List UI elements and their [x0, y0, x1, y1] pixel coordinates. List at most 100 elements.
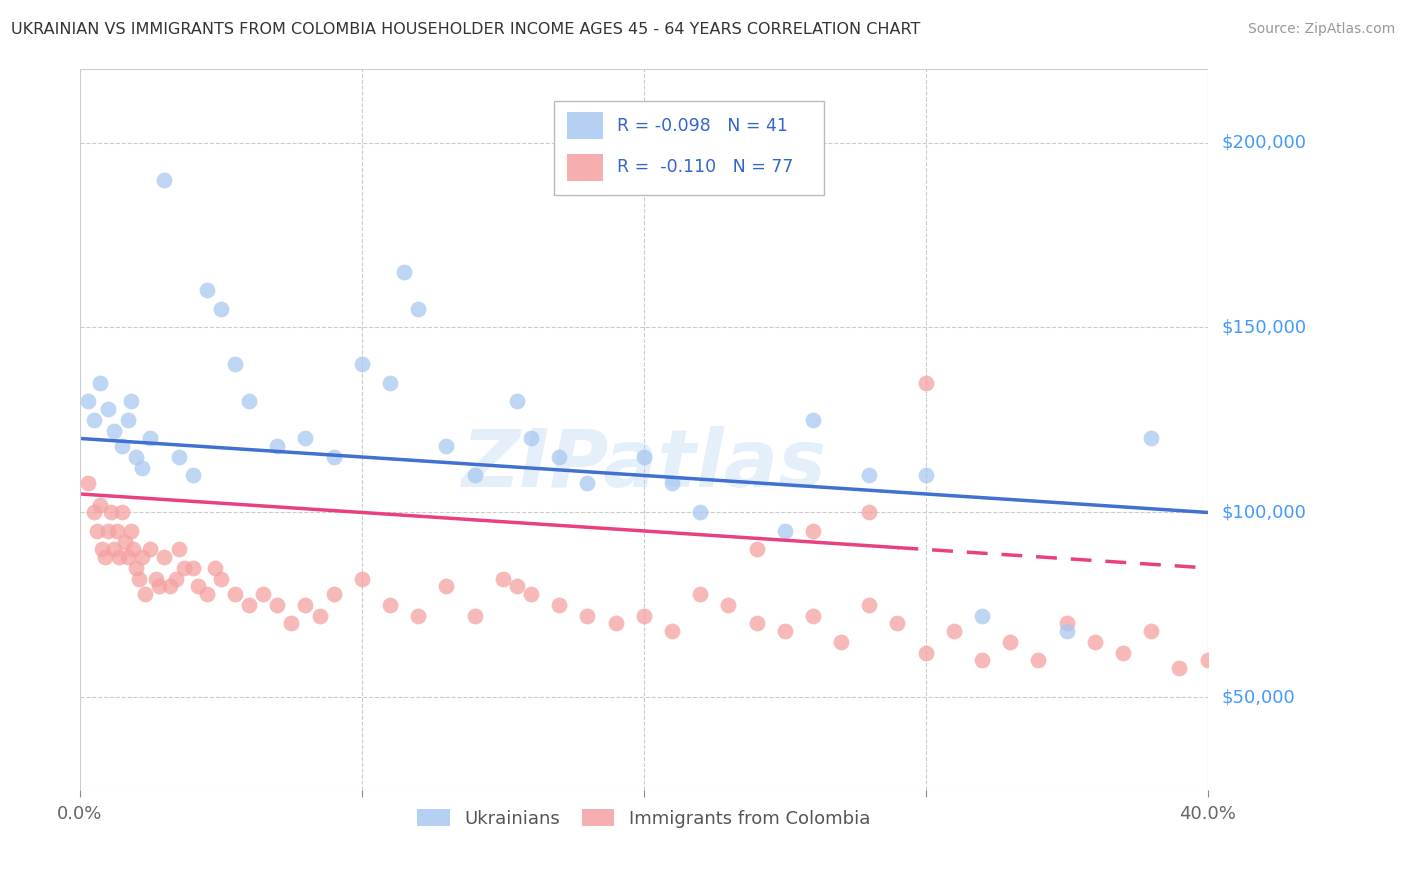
Legend: Ukrainians, Immigrants from Colombia: Ukrainians, Immigrants from Colombia — [411, 802, 877, 835]
Point — [492, 572, 515, 586]
Point — [97, 401, 120, 416]
Point — [294, 598, 316, 612]
Point — [238, 598, 260, 612]
Point — [520, 432, 543, 446]
Point — [406, 609, 429, 624]
Point — [745, 542, 768, 557]
Point — [195, 284, 218, 298]
Point — [942, 624, 965, 638]
FancyBboxPatch shape — [567, 112, 603, 139]
Point — [1197, 653, 1219, 667]
Point — [1168, 661, 1191, 675]
Point — [77, 394, 100, 409]
Point — [187, 579, 209, 593]
Point — [308, 609, 330, 624]
Point — [661, 624, 683, 638]
Point — [406, 301, 429, 316]
Point — [100, 506, 122, 520]
Point — [745, 616, 768, 631]
Point — [605, 616, 627, 631]
Point — [111, 506, 134, 520]
Bar — [80, 69, 1208, 790]
Point — [103, 424, 125, 438]
Point — [520, 587, 543, 601]
Point — [914, 646, 936, 660]
Point — [97, 524, 120, 538]
Point — [122, 542, 145, 557]
Point — [548, 450, 571, 464]
Point — [801, 609, 824, 624]
Point — [858, 506, 880, 520]
Text: ZIPatlas: ZIPatlas — [461, 426, 827, 504]
Point — [886, 616, 908, 631]
Point — [1000, 635, 1022, 649]
Point — [139, 432, 162, 446]
Point — [153, 172, 176, 186]
Point — [434, 439, 457, 453]
Point — [125, 561, 148, 575]
Point — [89, 498, 111, 512]
Point — [83, 506, 105, 520]
Point — [209, 572, 232, 586]
Point — [1140, 432, 1163, 446]
Point — [131, 549, 153, 564]
Point — [86, 524, 108, 538]
Point — [801, 524, 824, 538]
Point — [131, 461, 153, 475]
Point — [434, 579, 457, 593]
Point — [148, 579, 170, 593]
Point — [506, 579, 529, 593]
Text: $200,000: $200,000 — [1222, 134, 1306, 152]
Point — [661, 475, 683, 490]
Point — [1028, 653, 1050, 667]
Point — [83, 413, 105, 427]
Point — [181, 468, 204, 483]
Point — [167, 450, 190, 464]
Point — [204, 561, 226, 575]
Point — [633, 609, 655, 624]
Point — [167, 542, 190, 557]
Point — [1140, 624, 1163, 638]
Point — [773, 624, 796, 638]
Point — [970, 609, 993, 624]
Point — [914, 376, 936, 390]
Point — [689, 587, 711, 601]
Point — [294, 432, 316, 446]
Point — [165, 572, 187, 586]
Point — [633, 450, 655, 464]
Point — [159, 579, 181, 593]
Point — [252, 587, 274, 601]
Point — [266, 439, 288, 453]
Point — [77, 475, 100, 490]
Point — [134, 587, 156, 601]
Point — [773, 524, 796, 538]
Point — [224, 358, 246, 372]
Point — [576, 475, 599, 490]
Point — [914, 468, 936, 483]
FancyBboxPatch shape — [567, 153, 603, 181]
Point — [576, 609, 599, 624]
Point — [145, 572, 167, 586]
Point — [153, 549, 176, 564]
Point — [111, 439, 134, 453]
Point — [350, 572, 373, 586]
Point — [801, 413, 824, 427]
Point — [173, 561, 195, 575]
Text: $50,000: $50,000 — [1222, 689, 1295, 706]
Point — [181, 561, 204, 575]
Point — [108, 549, 131, 564]
Text: $100,000: $100,000 — [1222, 503, 1306, 522]
Point — [464, 609, 486, 624]
Point — [238, 394, 260, 409]
Point — [120, 394, 142, 409]
Point — [128, 572, 150, 586]
Point — [1056, 624, 1078, 638]
Text: Source: ZipAtlas.com: Source: ZipAtlas.com — [1247, 22, 1395, 37]
Point — [378, 376, 401, 390]
Point — [858, 598, 880, 612]
Point — [717, 598, 740, 612]
Point — [1084, 635, 1107, 649]
Point — [91, 542, 114, 557]
Point — [125, 450, 148, 464]
Text: R = -0.098   N = 41: R = -0.098 N = 41 — [617, 117, 787, 135]
